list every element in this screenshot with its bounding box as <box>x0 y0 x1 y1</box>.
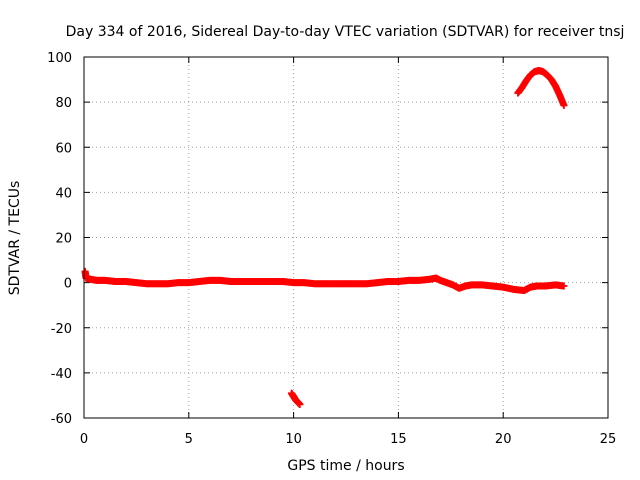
x-tick-label: 0 <box>80 432 88 447</box>
axis-ticks <box>83 56 609 419</box>
x-axis-label: GPS time / hours <box>287 458 404 474</box>
y-tick-label: -60 <box>51 412 72 427</box>
data-points <box>81 67 568 408</box>
y-tick-label: 60 <box>55 141 72 156</box>
x-tick-label: 5 <box>185 432 193 447</box>
data-point <box>296 400 304 408</box>
x-tick-label: 20 <box>495 432 512 447</box>
y-tick-label: -20 <box>51 322 72 337</box>
x-tick-labels: 0 5 10 15 20 25 <box>80 432 616 447</box>
grid-lines <box>84 57 608 418</box>
x-tick-label: 25 <box>600 432 617 447</box>
x-tick-label: 10 <box>285 432 302 447</box>
data-point <box>560 102 568 110</box>
y-tick-labels: 100 80 60 40 20 0 -20 -40 -60 <box>47 51 72 427</box>
y-tick-label: 0 <box>64 277 72 292</box>
y-tick-label: 100 <box>47 51 72 66</box>
x-tick-label: 15 <box>390 432 407 447</box>
chart-title: Day 334 of 2016, Sidereal Day-to-day VTE… <box>66 24 625 40</box>
y-tick-label: -40 <box>51 367 72 382</box>
y-tick-label: 80 <box>55 96 72 111</box>
y-tick-label: 40 <box>55 186 72 201</box>
y-axis-label: SDTVAR / TECUs <box>7 181 23 296</box>
y-tick-label: 20 <box>55 232 72 247</box>
data-point <box>560 282 568 290</box>
plot-frame <box>83 56 609 419</box>
